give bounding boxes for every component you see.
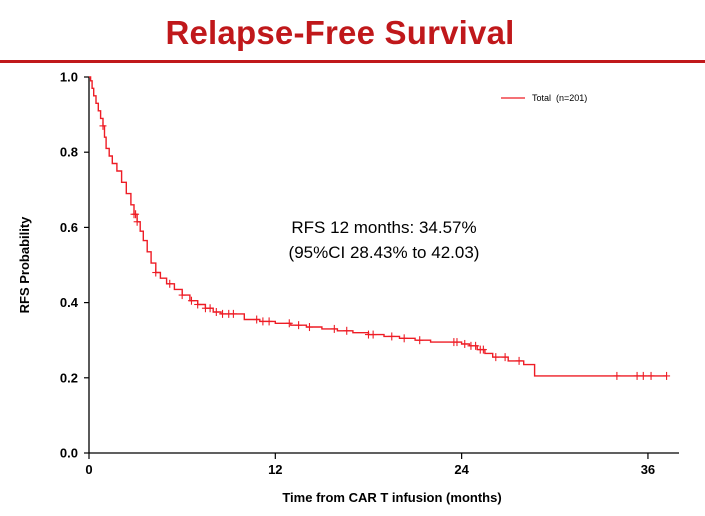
censor-mark xyxy=(501,353,509,362)
plot-area xyxy=(89,76,671,380)
censor-mark xyxy=(132,210,140,219)
censor-mark xyxy=(295,321,303,330)
chart-ticks: 0.0 0.2 0.4 0.6 0.8 1.0 0 12 24 36 xyxy=(60,70,655,478)
censor-mark xyxy=(152,268,160,277)
censor-mark xyxy=(639,371,647,380)
legend-label: Total (n=201) xyxy=(532,93,587,103)
chart-axes xyxy=(88,77,679,454)
censor-mark xyxy=(285,319,293,328)
censor-mark xyxy=(166,279,174,288)
censor-mark xyxy=(400,334,408,343)
censor-mark xyxy=(515,356,523,365)
censor-mark xyxy=(613,371,621,380)
y-tick-label: 1.0 xyxy=(60,70,78,85)
y-tick-label: 0.8 xyxy=(60,145,78,160)
x-axis-title: Time from CAR T infusion (months) xyxy=(282,490,501,505)
censor-mark xyxy=(206,304,214,313)
y-tick-label: 0.2 xyxy=(60,370,78,385)
censor-mark xyxy=(453,338,461,347)
censor-mark xyxy=(416,336,424,345)
censor-mark xyxy=(194,300,202,309)
censor-mark xyxy=(479,345,487,354)
censor-mark xyxy=(253,315,261,324)
censor-mark xyxy=(133,217,141,226)
y-tick-label: 0.0 xyxy=(60,446,78,461)
y-axis-title: RFS Probability xyxy=(17,216,32,314)
x-tick-label: 36 xyxy=(641,462,655,477)
title-divider xyxy=(0,60,705,63)
censor-mark xyxy=(187,296,195,305)
censor-mark xyxy=(259,317,267,326)
censor-mark xyxy=(178,291,186,300)
censor-mark xyxy=(305,323,313,332)
censor-mark xyxy=(647,371,655,380)
censor-mark xyxy=(343,326,351,335)
censor-mark xyxy=(265,317,273,326)
censor-mark xyxy=(330,324,338,333)
x-tick-label: 12 xyxy=(268,462,282,477)
censor-mark xyxy=(388,332,396,341)
censor-mark xyxy=(369,330,377,339)
censor-mark xyxy=(99,121,107,130)
censor-mark xyxy=(633,371,641,380)
censor-mark xyxy=(461,339,469,348)
censor-mark xyxy=(229,309,237,318)
legend: Total (n=201) xyxy=(501,93,587,103)
annotation-line-1: RFS 12 months: 34.57% xyxy=(291,218,476,237)
y-tick-label: 0.6 xyxy=(60,220,78,235)
censor-mark xyxy=(212,308,220,316)
annotation-line-2: (95%CI 28.43% to 42.03) xyxy=(289,243,480,262)
y-tick-label: 0.4 xyxy=(60,295,79,310)
censor-mark xyxy=(472,341,480,350)
censor-mark xyxy=(219,309,227,318)
x-tick-label: 0 xyxy=(85,462,92,477)
x-tick-label: 24 xyxy=(454,462,469,477)
censor-mark xyxy=(492,353,500,362)
slide-title: Relapse-Free Survival xyxy=(165,14,515,51)
censor-mark xyxy=(663,371,671,380)
rfs-annotation: RFS 12 months: 34.57% (95%CI 28.43% to 4… xyxy=(289,218,480,262)
